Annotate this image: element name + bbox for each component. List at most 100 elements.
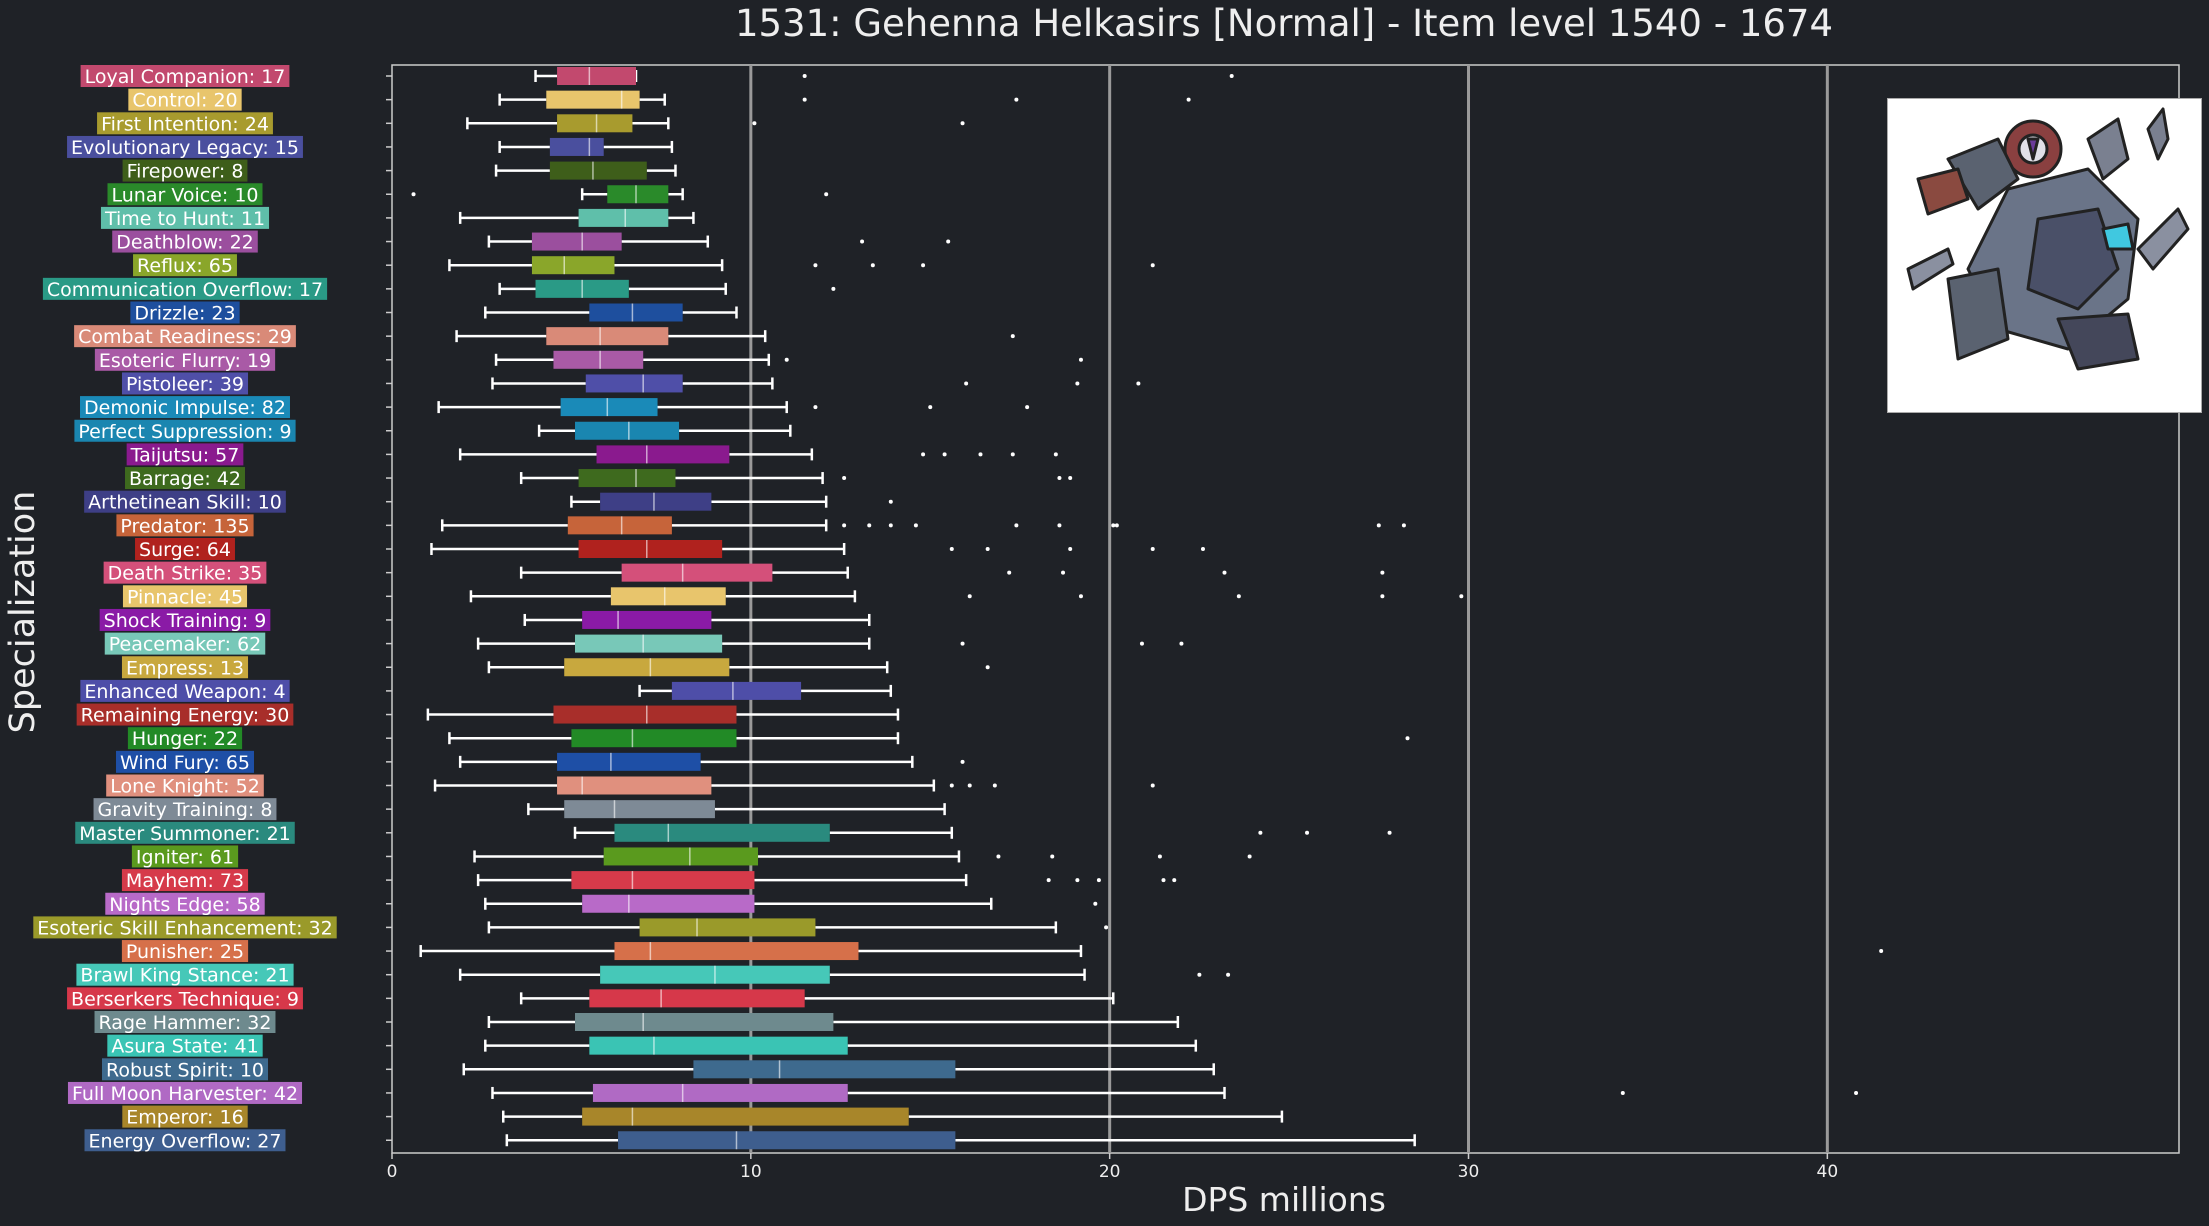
outlier-33-3 <box>1247 854 1252 859</box>
box-29 <box>557 752 701 771</box>
box-25 <box>564 658 730 677</box>
spec-label-text-2: First Intention: 24 <box>101 113 269 135</box>
outlier-30-2 <box>992 783 997 788</box>
spec-label-text-45: Energy Overflow: 27 <box>89 1130 282 1152</box>
box-42 <box>693 1060 956 1079</box>
spec-label-24: Peacemaker: 62 <box>104 632 266 656</box>
spec-label-2: First Intention: 24 <box>97 112 273 135</box>
spec-label-bg-0 <box>80 65 290 87</box>
box-16 <box>596 445 730 464</box>
spec-label-text-40: Rage Hammer: 32 <box>99 1012 272 1034</box>
spec-label-text-8: Reflux: 65 <box>137 255 233 277</box>
outlier-21-0 <box>1007 570 1012 575</box>
spec-label-39: Berserkers Technique: 9 <box>67 987 303 1010</box>
box-35 <box>582 894 755 913</box>
outlier-34-2 <box>1096 878 1101 883</box>
spec-label-text-42: Robust Spirit: 10 <box>106 1059 264 1081</box>
spec-label-bg-5 <box>107 183 263 206</box>
spec-label-37: Punisher: 25 <box>121 940 249 963</box>
spec-label-text-43: Full Moon Harvester: 42 <box>72 1083 298 1105</box>
spec-label-42: Robust Spirit: 10 <box>101 1058 269 1081</box>
outlier-12-1 <box>1078 357 1083 362</box>
outlier-24-1 <box>1139 641 1144 646</box>
spec-label-1: Control: 20 <box>128 88 242 112</box>
spec-label-36: Esoteric Skill Enhancement: 32 <box>33 916 337 939</box>
spec-label-8: Reflux: 65 <box>133 254 237 277</box>
outlier-8-1 <box>870 263 875 268</box>
box-0 <box>557 67 637 85</box>
boss-portrait-icon <box>1906 107 2190 371</box>
outlier-12-0 <box>784 357 789 362</box>
spec-label-31: Gravity Training: 8 <box>93 798 277 821</box>
outlier-5-1 <box>824 192 829 197</box>
outlier-43-0 <box>1620 1090 1625 1095</box>
spec-label-text-18: Arthetinean Skill: 10 <box>88 492 282 514</box>
spec-label-text-41: Asura State: 41 <box>111 1036 258 1058</box>
outlier-38-0 <box>1197 972 1202 977</box>
box-41 <box>589 1036 848 1055</box>
spec-label-text-12: Esoteric Flurry: 19 <box>99 350 271 372</box>
box-14 <box>560 398 658 417</box>
spec-label-11: Combat Readiness: 29 <box>74 325 296 348</box>
outlier-19-6 <box>1111 523 1116 528</box>
spec-label-bg-26 <box>80 679 290 702</box>
spec-label-22: Pinnacle: 45 <box>122 585 248 608</box>
outlier-24-2 <box>1179 641 1184 646</box>
spec-label-14: Demonic Impulse: 82 <box>80 396 290 419</box>
spec-label-28: Hunger: 22 <box>127 727 243 750</box>
spec-label-bg-19 <box>116 514 254 537</box>
outlier-30-3 <box>1150 783 1155 788</box>
box-37 <box>614 942 859 961</box>
box-3 <box>549 137 604 156</box>
x-tick-label-0: 0 <box>387 1162 398 1182</box>
outlier-33-1 <box>1050 854 1055 859</box>
spec-label-text-36: Esoteric Skill Enhancement: 32 <box>37 917 332 939</box>
spec-label-text-37: Punisher: 25 <box>126 941 244 963</box>
spec-label-bg-27 <box>76 703 294 726</box>
spec-label-bg-16 <box>126 443 244 466</box>
spec-label-0: Loyal Companion: 17 <box>80 65 290 88</box>
x-axis-ticks: 0 10 20 30 40 <box>387 1153 1838 1182</box>
spec-label-25: Empress: 13 <box>121 656 249 679</box>
box-23 <box>582 610 712 629</box>
box-12 <box>553 350 644 369</box>
outlier-21-1 <box>1061 570 1066 575</box>
outlier-13-1 <box>1075 381 1080 386</box>
spec-label-bg-13 <box>121 372 249 395</box>
spec-label-3: Evolutionary Legacy: 15 <box>67 135 303 159</box>
spec-label-9: Communication Overflow: 17 <box>42 277 328 301</box>
spec-label-34: Mayhem: 73 <box>121 869 249 892</box>
outlier-32-1 <box>1305 830 1310 835</box>
box-11 <box>546 327 669 346</box>
outlier-20-4 <box>1200 547 1205 551</box>
spec-label-text-33: Igniter: 61 <box>136 846 234 868</box>
box-20 <box>578 540 723 558</box>
spec-label-bg-7 <box>112 230 258 253</box>
outlier-19-0 <box>842 523 847 528</box>
spec-label-18: Arthetinean Skill: 10 <box>84 490 286 514</box>
box-plots <box>411 67 1884 1150</box>
outlier-22-3 <box>1380 594 1385 599</box>
spec-label-26: Enhanced Weapon: 4 <box>80 679 290 703</box>
outlier-20-3 <box>1150 547 1155 551</box>
spec-label-29: Wind Fury: 65 <box>115 750 255 774</box>
outlier-1-2 <box>1186 97 1191 102</box>
spec-label-bg-17 <box>125 467 245 490</box>
spec-label-bg-20 <box>135 538 235 560</box>
spec-label-bg-40 <box>94 1011 276 1033</box>
box-43 <box>592 1083 848 1102</box>
spec-label-bg-4 <box>122 159 248 182</box>
outlier-2-0 <box>752 121 757 126</box>
outlier-35-0 <box>1093 901 1098 906</box>
chart-title: 1531: Gehenna Helkasirs [Normal] - Item … <box>735 2 1833 45</box>
spec-label-4: Firepower: 8 <box>122 159 248 183</box>
spec-label-text-0: Loyal Companion: 17 <box>85 66 286 88</box>
spec-label-27: Remaining Energy: 30 <box>76 703 294 727</box>
outlier-5-0 <box>411 192 416 197</box>
box-2 <box>557 114 633 133</box>
box-4 <box>549 161 647 180</box>
spec-label-40: Rage Hammer: 32 <box>94 1011 276 1034</box>
outlier-8-0 <box>813 263 818 268</box>
box-5 <box>607 185 669 204</box>
